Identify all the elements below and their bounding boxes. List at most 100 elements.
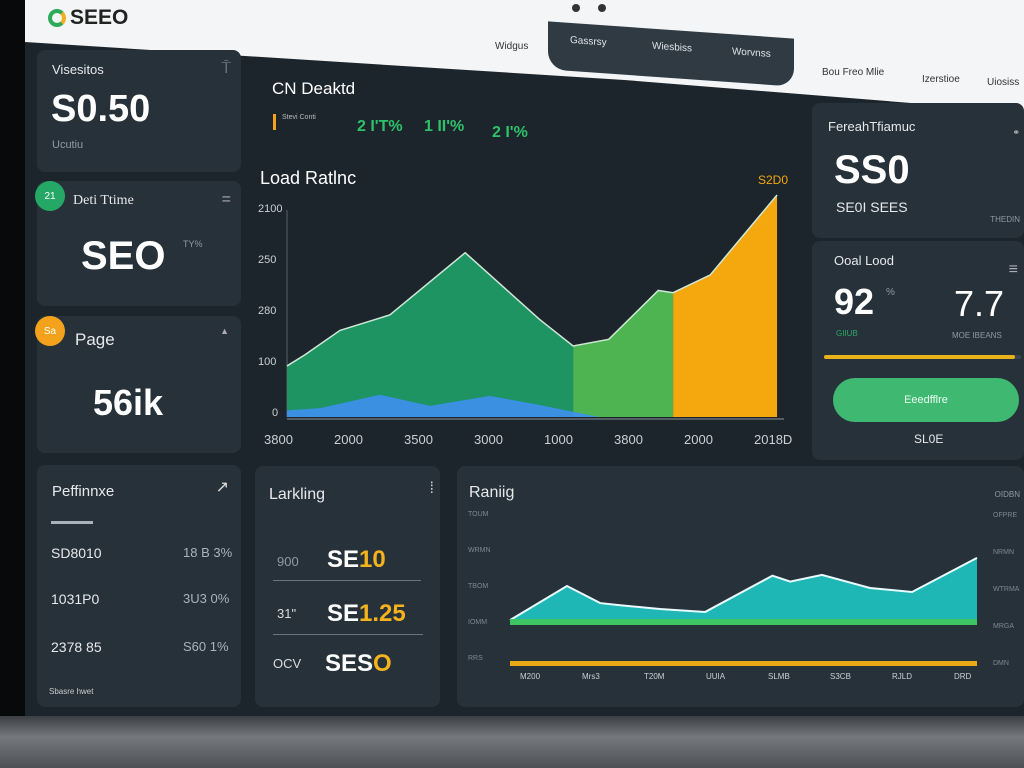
app-logo[interactable]: SEEO: [48, 6, 128, 30]
logo-text: SEEO: [70, 6, 129, 29]
row-value: SE1.25: [327, 600, 406, 627]
goal-progress-bar: [824, 355, 1021, 359]
card-subtitle: SE0I SEES: [836, 199, 908, 215]
area-segment: [287, 252, 574, 417]
caret-up-icon[interactable]: ▲: [220, 326, 229, 336]
row-label: SD8010: [51, 545, 102, 561]
y-tick-label: WRMN: [468, 547, 491, 554]
x-tick-label: RJLD: [892, 672, 913, 681]
stat-value: 1 II'%: [424, 118, 465, 135]
card-title: Peffinnxe: [52, 483, 115, 500]
divider: [273, 634, 423, 635]
y-tick-label: 280: [258, 305, 277, 317]
y-tick-label: TOUM: [468, 511, 489, 518]
card-corner-label: OIDBN: [994, 490, 1020, 499]
secondary-value: 7.7: [954, 283, 1005, 324]
legend-label: Stevi Conti: [282, 114, 316, 121]
link-icon[interactable]: ⚭: [1012, 127, 1020, 137]
menu-icon[interactable]: ⁞: [429, 480, 434, 497]
goal-card: Ooal Lood ≡ 92 % GIIUB 7.7 MOE IBEANS Ee…: [812, 241, 1024, 460]
card-value: 56ik: [93, 382, 164, 423]
chart-title: Load Ratlnc: [260, 168, 357, 188]
action-button[interactable]: Eeedfflre: [833, 378, 1019, 422]
x-tick-label: 3000: [474, 432, 503, 447]
camera: [572, 4, 580, 12]
x-tick-label: 2018D: [754, 432, 793, 447]
baseline-line: [510, 661, 977, 666]
y-tick-label: 0: [272, 407, 279, 419]
divider: [273, 580, 421, 581]
x-tick-label: S3CB: [830, 672, 851, 681]
logo-icon: [48, 9, 66, 27]
baseline-band: [510, 619, 977, 626]
arrow-icon[interactable]: ↗: [215, 479, 229, 496]
card-footnote: THEDIN: [990, 215, 1020, 224]
card-value: SEO: [81, 234, 166, 278]
nav-item[interactable]: Uiosiss: [987, 77, 1020, 88]
stat-value: 2 I'%: [492, 124, 528, 141]
row-value: S60 1%: [183, 639, 229, 654]
x-tick-label: T20M: [644, 672, 665, 681]
series-line: [509, 557, 978, 621]
card-value: SS0: [834, 148, 910, 192]
card-title: Page: [75, 330, 115, 349]
row-value: SESO: [325, 650, 392, 677]
x-tick-label: M200: [520, 672, 541, 681]
area-segment: [573, 290, 674, 417]
goal-unit: %: [886, 287, 895, 298]
card-title: Deti Ttime: [73, 193, 134, 208]
badge-icon: Sa: [35, 316, 65, 346]
fresh-time-card: FereahTfiamuc ⚭ SS0 SE0I SEES THEDIN: [812, 103, 1024, 238]
row-label: 1031P0: [51, 591, 100, 607]
camera-sensor: [598, 4, 606, 12]
ranking-card: Larkling ⁞ 900 SE10 31" SE1.25 OCV SESO: [255, 466, 440, 707]
x-tick-label: 3800: [614, 432, 643, 447]
x-tick-label: 3800: [264, 432, 293, 447]
progress-fill: [824, 355, 1016, 359]
stat-value: 2 I'T%: [357, 118, 403, 135]
menu-icon[interactable]: ≡: [1008, 261, 1018, 278]
card-title: Visesitos: [52, 62, 104, 77]
x-tick-label: 2000: [334, 432, 363, 447]
x-tick-label: 3500: [404, 432, 433, 447]
card-title: Raniig: [469, 484, 515, 501]
x-tick-label: 2000: [684, 432, 713, 447]
performance-card: Peffinnxe ↗ SD8010 18 B 3% 1031P0 3U3 0%…: [37, 465, 241, 707]
blue-area: [287, 394, 782, 417]
row-value: SE10: [327, 546, 386, 573]
goal-subtitle: GIIUB: [836, 329, 858, 338]
secondary-subtitle: MOE IBEANS: [952, 331, 1002, 340]
dwell-time-card: 21 Deti Ttime = SEO TY%: [35, 181, 241, 306]
badge-icon: 21: [35, 181, 65, 211]
y-tick-label: 2100: [258, 203, 283, 215]
card-title: Larkling: [269, 486, 326, 503]
card-footnote: SL0E: [914, 432, 944, 446]
y-tick-label-right: WTRMA: [993, 586, 1020, 593]
area-segment: [673, 195, 778, 417]
card-title: Ooal Lood: [834, 253, 894, 268]
nav-item[interactable]: Bou Freo Mlie: [822, 67, 885, 78]
peak-label: S2D0: [758, 173, 789, 187]
menu-icon[interactable]: =: [221, 191, 231, 208]
card-footnote: Sbasre hwet: [49, 687, 94, 696]
x-tick-label: 1000: [544, 432, 573, 447]
divider: [51, 521, 93, 524]
row-label: 900: [277, 554, 299, 569]
series-line: [286, 194, 778, 367]
laptop-bezel: [0, 716, 1024, 768]
y-tick-label: 100: [258, 356, 277, 368]
nav-item[interactable]: Izerstioe: [922, 74, 960, 85]
y-tick-label: 250: [258, 254, 277, 266]
goal-value: 92: [834, 281, 875, 322]
y-tick-label: TBOM: [468, 583, 489, 590]
pin-icon[interactable]: ⍑: [221, 60, 231, 77]
nav-item[interactable]: Widgus: [495, 41, 529, 52]
y-tick-label-right: MRGA: [993, 623, 1014, 630]
row-label: 2378 85: [51, 639, 102, 655]
y-tick-label: IOMM: [468, 619, 488, 626]
x-tick-label: SLMB: [768, 672, 790, 681]
card-subtitle: Ucutiu: [52, 139, 84, 151]
card-value: S0.50: [51, 88, 151, 130]
row-label: OCV: [273, 656, 302, 671]
